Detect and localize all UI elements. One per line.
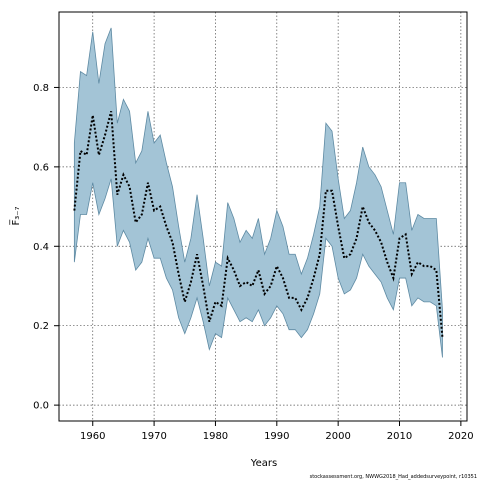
x-tick-label: 2000	[325, 431, 350, 442]
ticks-layer: 1960 1970 1980 1990 2000 2010 2020 0.0 0.2 0.4 0.6…	[33, 83, 473, 442]
x-tick-label: 2010	[387, 431, 412, 442]
x-tick-label: 1970	[141, 431, 166, 442]
x-tick-label: 2020	[448, 431, 473, 442]
x-tick-label: 1990	[264, 431, 289, 442]
y-axis-label: F̅₃₋₇	[9, 206, 22, 225]
y-tick-label: 0.2	[33, 321, 49, 332]
y-tick-label: 0.6	[33, 162, 49, 173]
y-tick-label: 0.8	[33, 83, 49, 94]
x-tick-label: 1980	[203, 431, 228, 442]
y-tick-label: 0.4	[33, 242, 49, 253]
credit-text: stockassessment.org, NWWG2018_Had_addeds…	[310, 474, 477, 480]
x-tick-label: 1960	[80, 431, 105, 442]
y-tick-label: 0.0	[33, 401, 49, 412]
plot-frame	[58, 11, 468, 422]
x-axis-label: Years	[250, 458, 277, 469]
confidence-band	[73, 27, 443, 358]
